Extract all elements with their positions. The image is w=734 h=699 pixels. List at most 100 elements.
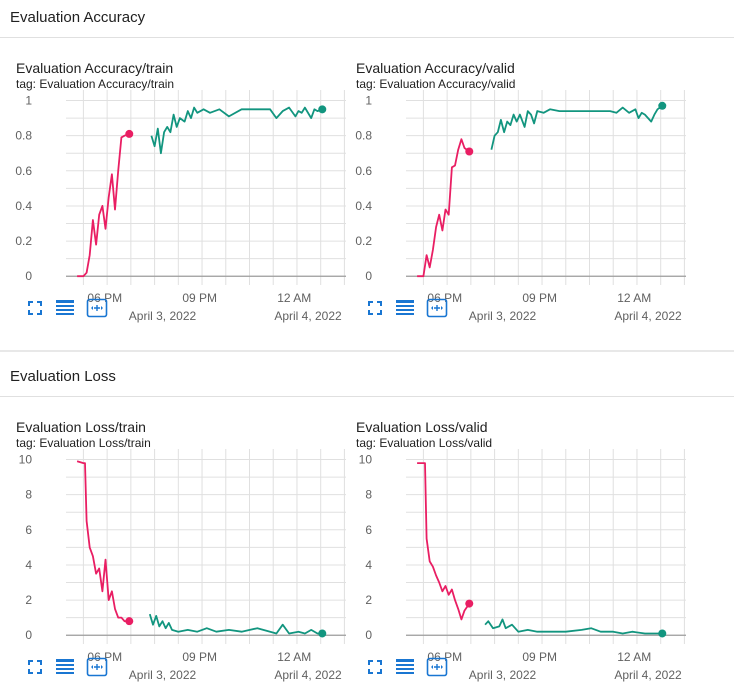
x-tick-label: 06 PM: [427, 650, 462, 664]
chart-title: Evaluation Loss/valid: [356, 419, 488, 435]
y-tick-label: 0: [25, 269, 32, 283]
y-tick-label: 0.8: [355, 129, 372, 143]
fullscreen-icon: [24, 660, 46, 682]
series-endpoint: [318, 629, 327, 638]
chart-tag: tag: Evaluation Loss/train: [16, 436, 151, 450]
line-chart[interactable]: 1 0.8 0.6 0.4 0.2 0 06 PM 09 PM 12 AM April 3, 20…: [10, 90, 350, 323]
series-line: [484, 618, 663, 635]
chart-card: Evaluation Loss/valid tag: Evaluation Lo…: [350, 399, 690, 699]
date-label: April 3, 2022: [469, 668, 537, 682]
fit-domain-button[interactable]: [426, 297, 448, 319]
y-tick-label: 0.4: [355, 199, 372, 213]
x-tick-label: 12 AM: [277, 291, 311, 305]
x-tick-label: 06 PM: [87, 650, 122, 664]
x-tick-label: 12 AM: [617, 291, 651, 305]
series-endpoint: [318, 105, 327, 114]
fullscreen-button[interactable]: [24, 656, 46, 678]
y-tick-label: 10: [19, 453, 33, 467]
x-tick-label: 06 PM: [427, 291, 462, 305]
y-tick-label: 10: [359, 453, 373, 467]
y-tick-label: 0.6: [355, 164, 372, 178]
fit-domain-icon: [426, 298, 448, 323]
chart-tag: tag: Evaluation Loss/valid: [356, 436, 493, 450]
y-tick-label: 0.8: [15, 129, 32, 143]
y-tick-label: 0.6: [15, 164, 32, 178]
series-endpoint: [658, 101, 667, 110]
series-endpoint: [465, 599, 474, 608]
y-tick-label: 8: [25, 488, 32, 502]
y-tick-label: 0: [365, 269, 372, 283]
line-chart[interactable]: 10 8 6 4 2 0 06 PM 09 PM 12 AM April 3, 2022 April…: [350, 449, 690, 682]
line-chart[interactable]: 1 0.8 0.6 0.4 0.2 0 06 PM 09 PM 12 AM April 3, 20…: [350, 90, 690, 323]
date-label: April 4, 2022: [274, 309, 342, 323]
fit-domain-icon: [86, 298, 108, 323]
date-label: April 4, 2022: [614, 309, 682, 323]
section-header-accuracy[interactable]: Evaluation Accuracy: [0, 0, 734, 38]
fullscreen-icon: [364, 301, 386, 323]
x-tick-label: 09 PM: [182, 650, 217, 664]
chart-tag: tag: Evaluation Accuracy/train: [16, 77, 175, 91]
data-table-button[interactable]: [54, 656, 76, 678]
chart-title: Evaluation Loss/train: [16, 419, 146, 435]
series-line: [490, 105, 663, 150]
x-tick-label: 09 PM: [522, 650, 557, 664]
y-tick-label: 2: [25, 593, 32, 607]
section-title: Evaluation Loss: [10, 368, 116, 385]
fullscreen-button[interactable]: [24, 297, 46, 319]
series-line: [77, 133, 130, 278]
x-tick-label: 12 AM: [617, 650, 651, 664]
y-tick-label: 1: [365, 94, 372, 108]
y-tick-label: 8: [365, 488, 372, 502]
y-tick-label: 0.2: [15, 234, 32, 248]
section-title: Evaluation Accuracy: [10, 9, 146, 26]
x-tick-label: 12 AM: [277, 650, 311, 664]
line-chart[interactable]: 10 8 6 4 2 0 06 PM 09 PM 12 AM April 3, 2022 April…: [10, 449, 350, 682]
chart-title: Evaluation Accuracy/train: [16, 60, 174, 76]
series-endpoint: [125, 129, 134, 138]
series-line: [76, 460, 130, 623]
chart-card: Evaluation Loss/train tag: Evaluation Lo…: [10, 399, 350, 699]
series-line: [417, 138, 470, 278]
fit-domain-icon: [426, 657, 448, 682]
x-tick-label: 06 PM: [87, 291, 122, 305]
date-label: April 3, 2022: [469, 309, 537, 323]
date-label: April 3, 2022: [129, 309, 197, 323]
data-table-button[interactable]: [54, 297, 76, 319]
y-tick-label: 4: [25, 558, 32, 572]
fit-domain-icon: [86, 657, 108, 682]
date-label: April 4, 2022: [614, 668, 682, 682]
y-tick-label: 0: [365, 628, 372, 642]
chart-card: Evaluation Accuracy/train tag: Evaluatio…: [10, 40, 350, 340]
section-divider: [0, 350, 734, 352]
section-header-loss[interactable]: Evaluation Loss: [0, 359, 734, 397]
y-tick-label: 6: [25, 523, 32, 537]
series-endpoint: [125, 617, 134, 626]
date-label: April 4, 2022: [274, 668, 342, 682]
data-table-button[interactable]: [394, 297, 416, 319]
fit-domain-button[interactable]: [86, 656, 108, 678]
fit-domain-button[interactable]: [86, 297, 108, 319]
y-tick-label: 0.4: [15, 199, 32, 213]
x-tick-label: 09 PM: [522, 291, 557, 305]
fullscreen-icon: [24, 301, 46, 323]
data-table-button[interactable]: [394, 656, 416, 678]
fullscreen-icon: [364, 660, 386, 682]
series-line: [150, 106, 323, 155]
series-line: [148, 613, 323, 635]
chart-title: Evaluation Accuracy/valid: [356, 60, 515, 76]
fullscreen-button[interactable]: [364, 297, 386, 319]
fullscreen-button[interactable]: [364, 656, 386, 678]
fit-domain-button[interactable]: [426, 656, 448, 678]
y-tick-label: 2: [365, 593, 372, 607]
series-endpoint: [658, 629, 667, 638]
series-endpoint: [465, 147, 474, 156]
data-table-icon: [54, 659, 76, 682]
y-tick-label: 4: [365, 558, 372, 572]
y-tick-label: 6: [365, 523, 372, 537]
data-table-icon: [394, 659, 416, 682]
series-line: [417, 462, 471, 621]
y-tick-label: 0.2: [355, 234, 372, 248]
data-table-icon: [54, 300, 76, 323]
chart-card: Evaluation Accuracy/valid tag: Evaluatio…: [350, 40, 690, 340]
y-tick-label: 0: [25, 628, 32, 642]
